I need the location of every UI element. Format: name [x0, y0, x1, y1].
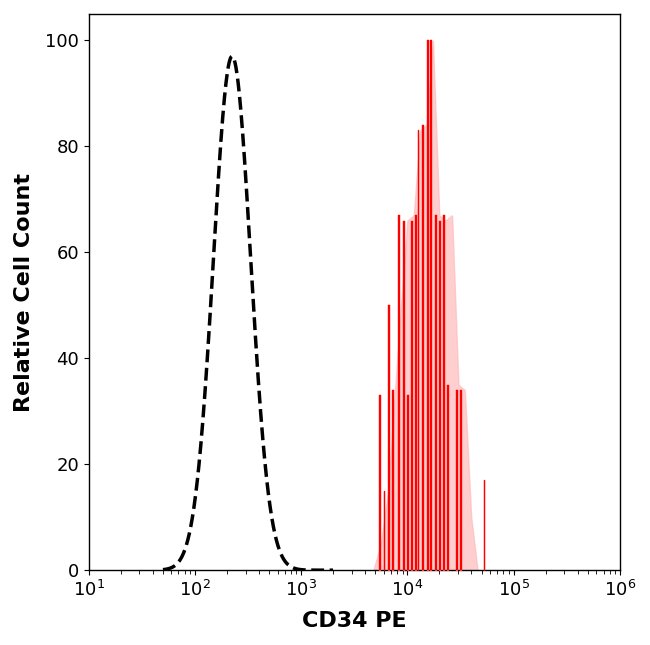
Y-axis label: Relative Cell Count: Relative Cell Count [14, 172, 34, 412]
X-axis label: CD34 PE: CD34 PE [302, 611, 407, 631]
